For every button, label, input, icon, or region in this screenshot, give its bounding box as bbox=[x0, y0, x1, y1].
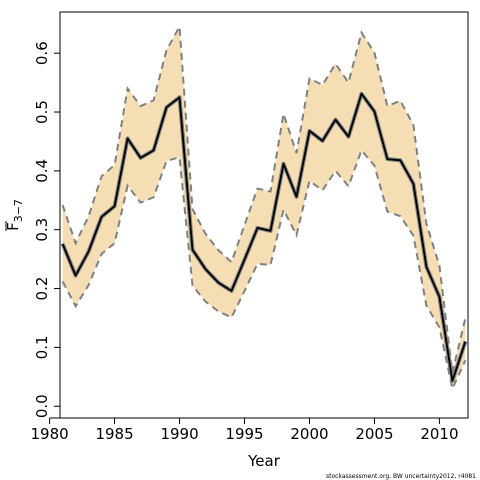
y-tick-label: 0.5 bbox=[33, 100, 51, 124]
confidence-band-layer bbox=[62, 26, 466, 389]
x-axis-title: Year bbox=[247, 452, 281, 470]
x-tick-label: 1980 bbox=[31, 425, 69, 443]
confidence-band bbox=[62, 26, 466, 389]
y-tick-label: 0.2 bbox=[33, 277, 51, 301]
upper-bound-line bbox=[61, 23, 467, 373]
y-tick-label: 0.1 bbox=[33, 335, 51, 359]
x-tick-label: 2005 bbox=[355, 425, 393, 443]
x-tick-label: 2010 bbox=[420, 425, 458, 443]
x-axis: 1980 1985 1990 1995 2000 2005 2010 bbox=[31, 417, 459, 443]
y-tick-label: 0.3 bbox=[33, 218, 51, 242]
footnote: stockassessment.org, BW uncertainty2012,… bbox=[326, 473, 476, 480]
y-tick-label: 0.4 bbox=[33, 159, 51, 183]
y-axis-title: F3−7 bbox=[4, 199, 25, 231]
svg-text:F3−7: F3−7 bbox=[4, 199, 25, 231]
y-axis-title-main: F bbox=[4, 222, 22, 231]
y-tick-label: 0.0 bbox=[33, 394, 51, 418]
x-tick-label: 1990 bbox=[160, 425, 198, 443]
estimate-line bbox=[61, 92, 467, 382]
x-tick-label: 1995 bbox=[225, 425, 263, 443]
y-axis-title-subscript: 3−7 bbox=[12, 199, 25, 222]
x-tick-label: 2000 bbox=[290, 425, 328, 443]
lower-bound-line bbox=[61, 148, 467, 392]
series-line-layer bbox=[60, 23, 468, 392]
y-tick-label: 0.6 bbox=[33, 41, 51, 65]
x-tick-label: 1985 bbox=[95, 425, 133, 443]
y-axis: 0.0 0.1 0.2 0.3 0.4 0.5 0.6 bbox=[33, 41, 61, 418]
